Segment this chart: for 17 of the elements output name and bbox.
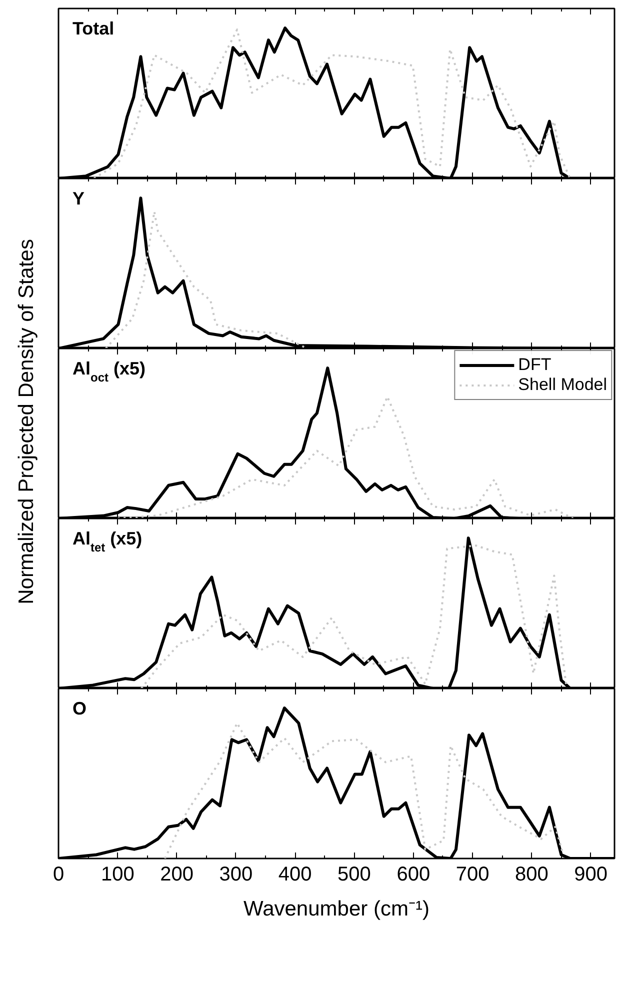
x-axis-title: Wavenumber (cm⁻¹): [244, 898, 430, 920]
chart-title: Y: [72, 188, 85, 208]
legend-label: Shell Model: [518, 375, 607, 395]
x-tick-label: 800: [515, 864, 548, 886]
x-tick-label: 600: [396, 864, 430, 886]
y-axis-title: Normalized Projected Density of States: [15, 239, 38, 604]
x-tick-label: 300: [219, 864, 253, 886]
chart-title: Total: [72, 18, 114, 38]
legend-label: DFT: [518, 355, 552, 375]
x-tick-label: 900: [574, 864, 608, 886]
x-tick-label: 100: [100, 864, 134, 886]
chart-title: O: [72, 698, 87, 718]
x-tick-label: 200: [160, 864, 194, 886]
x-tick-label: 500: [338, 864, 371, 886]
x-tick-label: 700: [456, 864, 490, 886]
x-tick-label: 400: [278, 864, 312, 886]
x-tick-label: 0: [52, 864, 64, 886]
